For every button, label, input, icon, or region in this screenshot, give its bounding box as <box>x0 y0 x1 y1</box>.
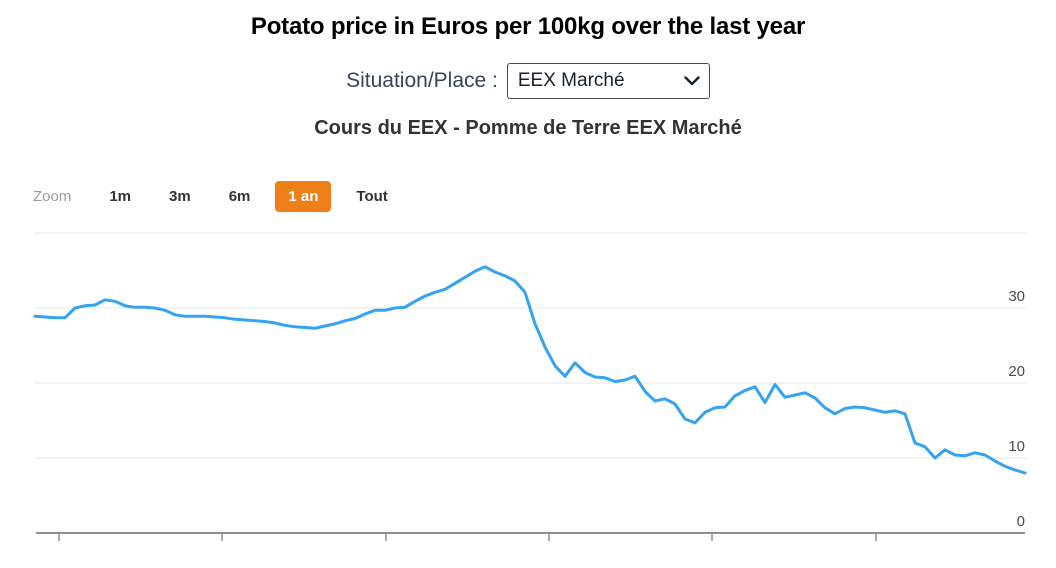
range-button-1m[interactable]: 1m <box>96 181 144 212</box>
range-button-3m[interactable]: 3m <box>156 181 204 212</box>
range-selector: Zoom 1m 3m 6m 1 an Tout <box>33 180 413 212</box>
y-tick-label: 10 <box>1008 438 1025 455</box>
situation-place-select[interactable]: EEX Marché <box>506 63 710 99</box>
range-button-tout[interactable]: Tout <box>343 181 400 212</box>
chart-title: Cours du EEX - Pomme de Terre EEX Marché <box>314 117 742 139</box>
y-tick-label: 20 <box>1008 363 1025 380</box>
range-button-1-an[interactable]: 1 an <box>275 180 332 212</box>
price-line <box>33 265 1027 475</box>
page-title: Potato price in Euros per 100kg over the… <box>250 13 806 40</box>
situation-label: Situation/Place : <box>346 69 498 92</box>
situation-controls: Situation/Place : EEX Marché <box>0 63 1056 99</box>
price-chart: 0 10 20 30 <box>33 232 1027 541</box>
situation-select-wrap: EEX Marché <box>506 63 710 99</box>
y-tick-label: 30 <box>1008 288 1025 305</box>
y-tick-label: 0 <box>1017 513 1025 530</box>
range-button-6m[interactable]: 6m <box>216 181 264 212</box>
zoom-label: Zoom <box>33 187 72 205</box>
